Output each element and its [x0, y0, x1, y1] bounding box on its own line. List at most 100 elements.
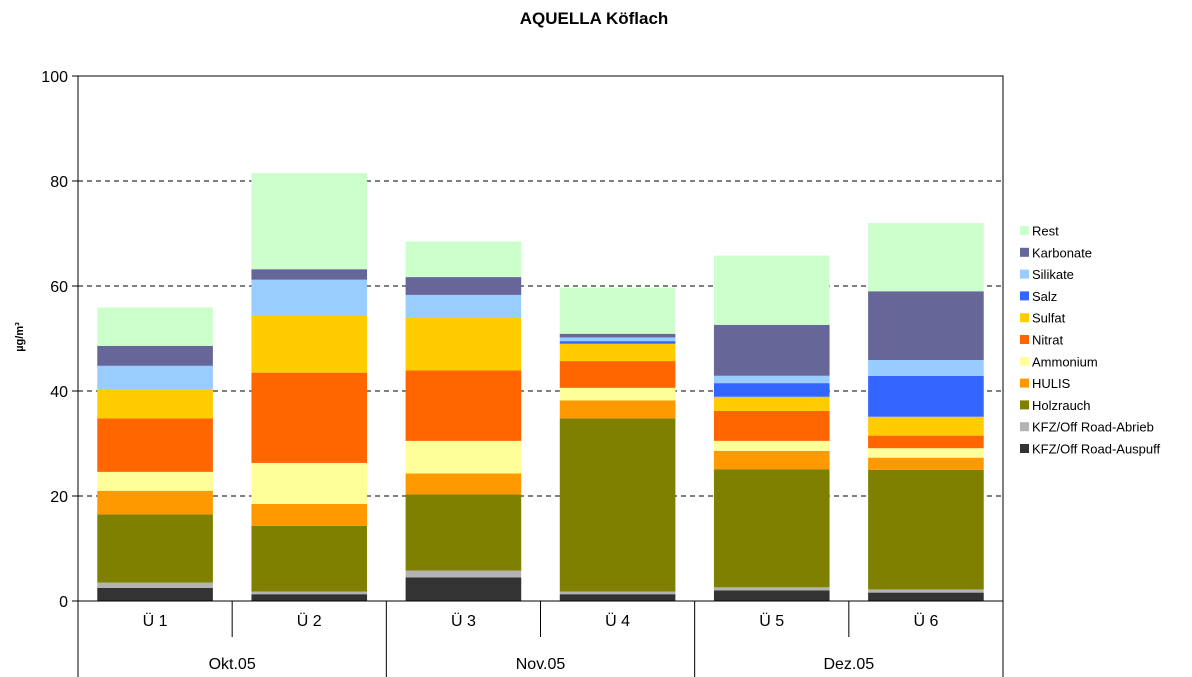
legend-label: Ammonium — [1032, 354, 1098, 369]
bar-segment — [713, 469, 830, 588]
bar-segment — [97, 307, 213, 346]
y-tick-label: 100 — [41, 69, 68, 86]
x-group-label: Okt.05 — [209, 656, 256, 673]
legend-swatch — [1020, 422, 1029, 432]
bar-segment — [251, 315, 368, 373]
bar-segment — [405, 577, 522, 601]
legend-swatch — [1020, 226, 1029, 235]
bar-segment — [97, 345, 213, 366]
chart-title: AQUELLA Köflach — [520, 9, 669, 28]
bar-segment — [405, 494, 522, 571]
legend-label: KFZ/Off Road-Abrieb — [1032, 420, 1154, 435]
legend-swatch — [1020, 378, 1029, 388]
bar-segment — [868, 416, 984, 436]
bar-segment — [97, 582, 213, 588]
bar-segment — [713, 375, 830, 384]
bar-segment — [713, 587, 830, 591]
y-tick-label: 20 — [50, 489, 68, 506]
bar-segment — [97, 365, 213, 389]
x-group-label: Nov.05 — [516, 656, 566, 673]
x-category-label: Ü 6 — [913, 612, 938, 630]
x-group-label: Dez.05 — [823, 656, 874, 673]
bar-segment — [868, 592, 984, 601]
bar-segment — [97, 471, 213, 491]
bar-segment — [559, 387, 676, 401]
legend-label: Sulfat — [1032, 311, 1066, 326]
x-category-label: Ü 3 — [451, 612, 476, 630]
bar-segment — [559, 333, 676, 338]
bar-segment — [405, 570, 522, 578]
legend-label: Rest — [1032, 224, 1059, 239]
bar-segment — [405, 318, 522, 371]
bar-segment — [251, 269, 368, 280]
legend-label: Karbonate — [1032, 245, 1092, 260]
bar-segment — [713, 255, 830, 325]
bar-segment — [868, 360, 984, 376]
bar-segment — [405, 277, 522, 295]
y-tick-label: 40 — [50, 384, 68, 401]
bar-segment — [251, 462, 368, 504]
bar-segment — [97, 514, 213, 583]
bars — [97, 173, 984, 601]
legend-label: Holzrauch — [1032, 398, 1091, 413]
legend-label: Salz — [1032, 289, 1057, 304]
bar-segment — [251, 279, 368, 316]
bar-segment — [405, 241, 522, 278]
x-group-labels: Okt.05 Nov.05 Dez.05 — [209, 656, 875, 673]
bar-segment — [868, 448, 984, 458]
bar-segment — [713, 383, 830, 397]
x-category-label: Ü 1 — [143, 612, 168, 630]
bar-segment — [559, 287, 676, 334]
bar-segment — [559, 418, 676, 592]
legend-swatch — [1020, 444, 1029, 453]
bar-segment — [251, 372, 368, 463]
bar-segment — [559, 343, 676, 362]
legend-swatch — [1020, 269, 1029, 279]
bar-segment — [405, 440, 522, 474]
legend-swatch — [1020, 335, 1029, 344]
legend-label: Silikate — [1032, 267, 1074, 282]
bar-segment — [868, 589, 984, 593]
bar-segment — [868, 457, 984, 470]
x-category-label: Ü 4 — [605, 612, 630, 630]
bar-segment — [868, 375, 984, 417]
legend-label: Nitrat — [1032, 333, 1063, 348]
bar-segment — [713, 450, 830, 470]
legend-swatch — [1020, 291, 1029, 301]
bar-segment — [559, 400, 676, 419]
bar-segment — [97, 418, 213, 472]
x-category-labels: Ü 1 Ü 2 Ü 3 Ü 4 Ü 5 Ü 6 — [143, 612, 939, 630]
y-tick-label: 80 — [50, 174, 68, 191]
bar-segment — [405, 294, 522, 319]
bar-segment — [713, 324, 830, 376]
bar-segment — [97, 388, 213, 419]
legend: Rest Karbonate Silikate Salz Sulfat Nitrat Amm… — [1020, 224, 1161, 457]
legend-swatch — [1020, 247, 1029, 257]
y-axis-label: µg/m³ — [14, 322, 26, 352]
bar-segment — [559, 337, 676, 342]
bar-segment — [251, 173, 368, 270]
legend-label: KFZ/Off Road-Auspuff — [1032, 442, 1161, 457]
legend-label: HULIS — [1032, 376, 1071, 391]
bar-segment — [559, 594, 676, 601]
bar-segment — [713, 440, 830, 451]
bar-segment — [251, 525, 368, 592]
bar-segment — [251, 594, 368, 601]
bar-segment — [868, 469, 984, 590]
bar-segment — [559, 591, 676, 595]
grid-lines — [78, 180, 1003, 497]
legend-swatch — [1020, 400, 1029, 410]
y-tick-label: 0 — [59, 594, 68, 611]
bar-segment — [559, 361, 676, 388]
bar-segment — [97, 587, 213, 601]
bar-segment — [713, 410, 830, 441]
bar-segment — [405, 370, 522, 441]
y-tick-label: 60 — [50, 279, 68, 296]
bar-segment — [713, 396, 830, 411]
bar-segment — [868, 435, 984, 449]
axes — [72, 75, 1004, 677]
bar-segment — [868, 223, 984, 292]
legend-swatch — [1020, 356, 1029, 366]
x-category-label: Ü 2 — [297, 612, 322, 630]
bar-segment — [713, 590, 830, 601]
